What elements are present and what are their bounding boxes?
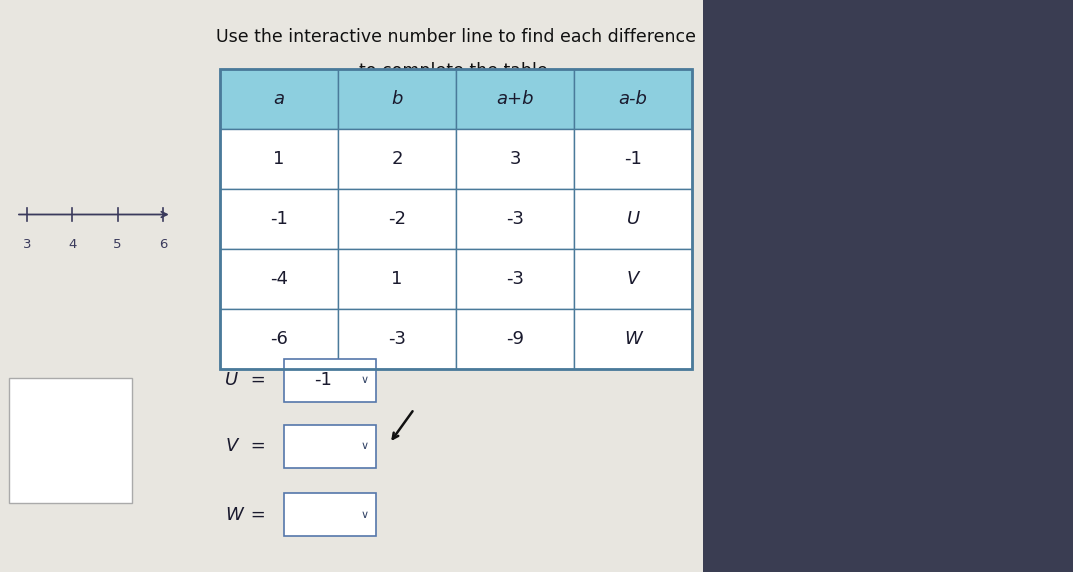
Text: 1: 1	[274, 150, 284, 168]
Text: -6: -6	[270, 330, 288, 348]
Text: a+b: a+b	[497, 90, 533, 108]
Text: Use the interactive number line to find each difference: Use the interactive number line to find …	[216, 28, 696, 46]
Bar	[338, 249, 456, 309]
Bar	[456, 69, 574, 129]
Text: 6: 6	[159, 238, 167, 251]
Text: a-b: a-b	[619, 90, 647, 108]
Text: =: =	[245, 371, 271, 390]
Text: 3: 3	[510, 150, 520, 168]
Bar	[456, 309, 574, 369]
Bar	[220, 69, 338, 129]
Bar	[220, 189, 338, 249]
Text: -3: -3	[506, 210, 524, 228]
Text: W: W	[225, 506, 244, 524]
Bar	[284, 493, 376, 537]
Text: -1: -1	[624, 150, 642, 168]
Bar	[284, 359, 376, 402]
Text: -1: -1	[313, 371, 332, 390]
Text: V: V	[627, 270, 640, 288]
Text: 2: 2	[392, 150, 402, 168]
Bar	[220, 69, 692, 369]
Text: -3: -3	[388, 330, 406, 348]
Bar	[703, 0, 1073, 572]
Text: -3: -3	[506, 270, 524, 288]
Text: U: U	[627, 210, 640, 228]
Text: 1: 1	[392, 270, 402, 288]
Bar	[338, 69, 456, 129]
Bar	[284, 424, 376, 468]
Bar	[220, 249, 338, 309]
Text: b: b	[392, 90, 402, 108]
Bar	[338, 309, 456, 369]
Bar	[574, 249, 692, 309]
Text: V: V	[225, 437, 238, 455]
Bar	[574, 309, 692, 369]
Text: W: W	[624, 330, 642, 348]
Bar	[338, 129, 456, 189]
Text: 4: 4	[68, 238, 76, 251]
Text: to complete the table.: to complete the table.	[358, 62, 554, 81]
Bar	[574, 129, 692, 189]
Text: 5: 5	[114, 238, 122, 251]
Bar	[9, 378, 132, 503]
Bar	[456, 249, 574, 309]
Bar	[0, 0, 703, 572]
Text: ∨: ∨	[361, 441, 369, 451]
Bar	[338, 189, 456, 249]
Text: ∨: ∨	[361, 510, 369, 520]
Bar	[220, 309, 338, 369]
Text: a: a	[274, 90, 284, 108]
Bar	[456, 129, 574, 189]
Text: =: =	[245, 506, 271, 524]
Bar	[574, 189, 692, 249]
Text: -2: -2	[388, 210, 406, 228]
Text: U: U	[225, 371, 238, 390]
Text: 3: 3	[23, 238, 31, 251]
Text: -1: -1	[270, 210, 288, 228]
Bar	[574, 69, 692, 129]
Text: ∨: ∨	[361, 375, 369, 386]
Bar	[456, 189, 574, 249]
Text: -4: -4	[270, 270, 288, 288]
Text: -9: -9	[506, 330, 524, 348]
Text: =: =	[245, 437, 271, 455]
Bar	[220, 129, 338, 189]
